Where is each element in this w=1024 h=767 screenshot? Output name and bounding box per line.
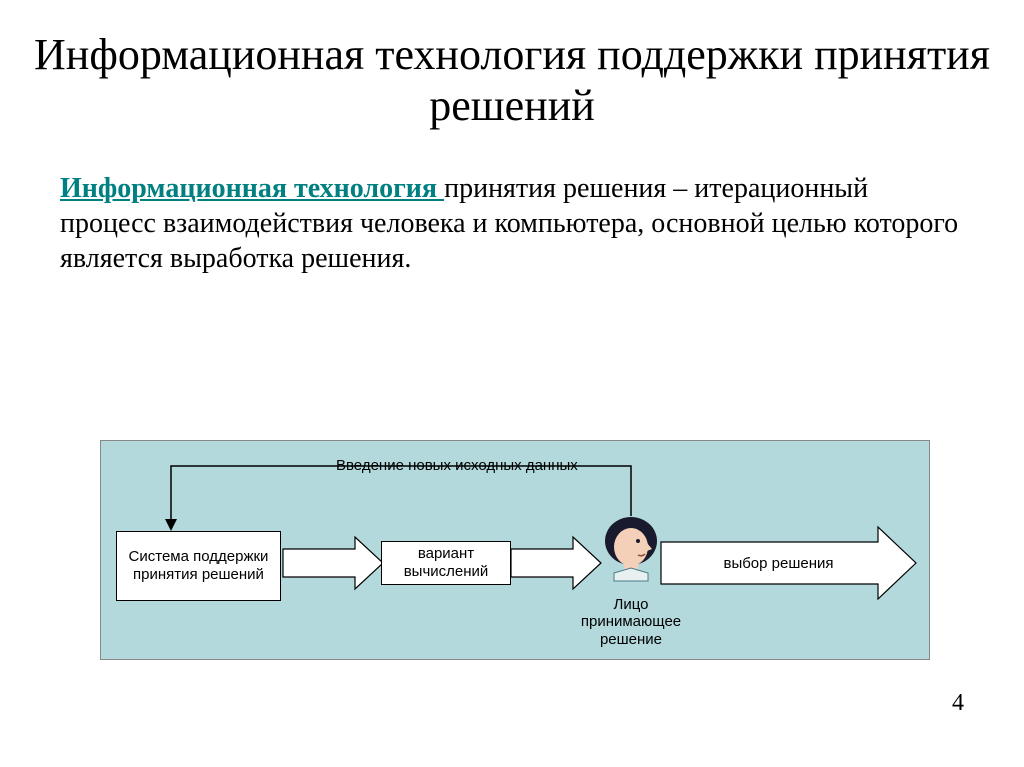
page-number: 4 (952, 690, 964, 717)
system-node-label: Система поддержки принятия решений (121, 548, 276, 584)
page-title: Информационная технология поддержки прин… (0, 0, 1024, 131)
feedback-label: Введение новых исходных данных (336, 457, 578, 474)
person-icon (596, 513, 666, 593)
choice-node-label: выбор решения (723, 555, 833, 573)
definition-link: Информационная технология (60, 173, 444, 204)
choice-node: выбор решения (706, 549, 851, 579)
definition-paragraph: Информационная технология принятия решен… (0, 131, 1024, 276)
person-label: Лицо принимающее решение (571, 596, 691, 648)
variant-node: вариант вычислений (381, 541, 511, 585)
variant-node-label: вариант вычислений (386, 545, 506, 581)
flowchart-container: Введение новых исходных данных Система п… (100, 440, 930, 660)
system-node: Система поддержки принятия решений (116, 531, 281, 601)
